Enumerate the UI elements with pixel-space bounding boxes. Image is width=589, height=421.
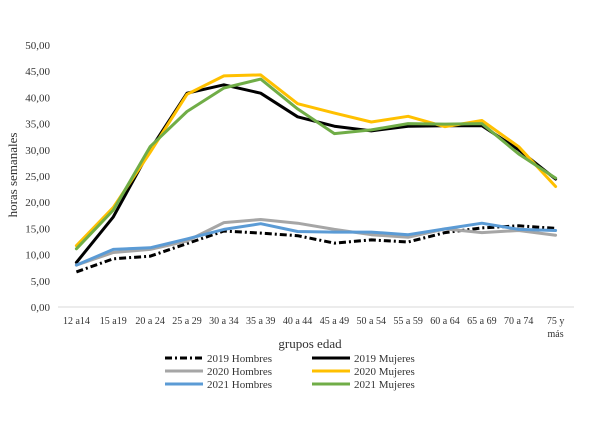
y-tick-label: 0,00 (31, 302, 51, 314)
x-tick-label-line: 70 a 74 (504, 316, 533, 327)
x-tick-label: 50 a 54 (357, 316, 386, 327)
x-tick-label-line: 35 a 39 (246, 316, 275, 327)
x-tick-label: 40 a 44 (283, 316, 312, 327)
x-tick-label-line: 25 a 29 (172, 316, 201, 327)
y-tick-label: 50,00 (25, 40, 50, 52)
x-tick-label: 35 a 39 (246, 316, 275, 327)
series-line-2020-mujeres (74, 73, 558, 248)
series-line-2021-hombres (74, 221, 558, 267)
legend: 2019 Hombres 2019 Mujeres 2020 Hombres 2020… (165, 353, 415, 391)
legend-item: 2019 Hombres (165, 353, 272, 365)
x-tick-label: 12 a14 (63, 316, 90, 327)
series-line-2019-mujeres (74, 83, 558, 264)
legend-label: 2019 Mujeres (354, 353, 415, 365)
x-tick-label: 70 a 74 (504, 316, 533, 327)
legend-label: 2021 Hombres (207, 379, 272, 391)
series-lines (74, 73, 558, 274)
x-tick-label: 55 a 59 (393, 316, 422, 327)
x-tick-label-line: 12 a14 (63, 316, 90, 327)
legend-item: 2020 Mujeres (312, 366, 415, 378)
legend-item: 2021 Mujeres (312, 379, 415, 391)
x-tick-label-line: más (548, 329, 564, 340)
x-axis-title: grupos edad (278, 336, 342, 351)
x-tick-label: 45 a 49 (320, 316, 349, 327)
x-tick-label-line: 20 a 24 (135, 316, 164, 327)
x-tick-label: 60 a 64 (430, 316, 459, 327)
x-tick-label-line: 15 a19 (100, 316, 127, 327)
series-line-2021-mujeres (74, 77, 558, 251)
x-tick-label-line: 30 a 34 (209, 316, 238, 327)
x-tick-label: 30 a 34 (209, 316, 238, 327)
y-tick-label: 30,00 (25, 145, 50, 157)
legend-item: 2020 Hombres (165, 366, 272, 378)
y-tick-label: 40,00 (25, 92, 50, 104)
x-tick-label: 25 a 29 (172, 316, 201, 327)
y-tick-label: 35,00 (25, 119, 50, 131)
x-tick-label-line: 75 y (547, 316, 565, 327)
x-tick-label: 15 a19 (100, 316, 127, 327)
x-tick-label-line: 50 a 54 (357, 316, 386, 327)
legend-item: 2019 Mujeres (312, 353, 415, 365)
series-line-2019-hombres (75, 224, 556, 274)
legend-label: 2020 Hombres (207, 366, 272, 378)
y-axis-ticks: 0,00 5,00 10,00 15,00 20,00 25,00 30,00 35,00 40… (25, 40, 50, 314)
x-tick-label-line: 45 a 49 (320, 316, 349, 327)
series-line-2020-hombres (74, 218, 558, 267)
x-tick-label-line: 60 a 64 (430, 316, 459, 327)
legend-item: 2021 Hombres (165, 379, 272, 391)
y-tick-label: 5,00 (31, 276, 51, 288)
y-axis-title: horas semanales (5, 133, 20, 218)
y-tick-label: 20,00 (25, 197, 50, 209)
x-tick-label: 65 a 69 (467, 316, 496, 327)
legend-label: 2020 Mujeres (354, 366, 415, 378)
x-axis-ticks: 12 a14 15 a19 20 a 24 25 a 29 30 a 34 35 a 39… (63, 316, 564, 340)
x-tick-label-line: 40 a 44 (283, 316, 312, 327)
x-tick-label-line: 55 a 59 (393, 316, 422, 327)
legend-label: 2019 Hombres (207, 353, 272, 365)
x-tick-label: 20 a 24 (135, 316, 164, 327)
y-tick-label: 45,00 (25, 66, 50, 78)
legend-label: 2021 Mujeres (354, 379, 415, 391)
y-tick-label: 10,00 (25, 250, 50, 262)
x-tick-label: 75 y más (547, 316, 565, 340)
y-tick-label: 15,00 (25, 223, 50, 235)
y-tick-label: 25,00 (25, 171, 50, 183)
x-tick-label-line: 65 a 69 (467, 316, 496, 327)
